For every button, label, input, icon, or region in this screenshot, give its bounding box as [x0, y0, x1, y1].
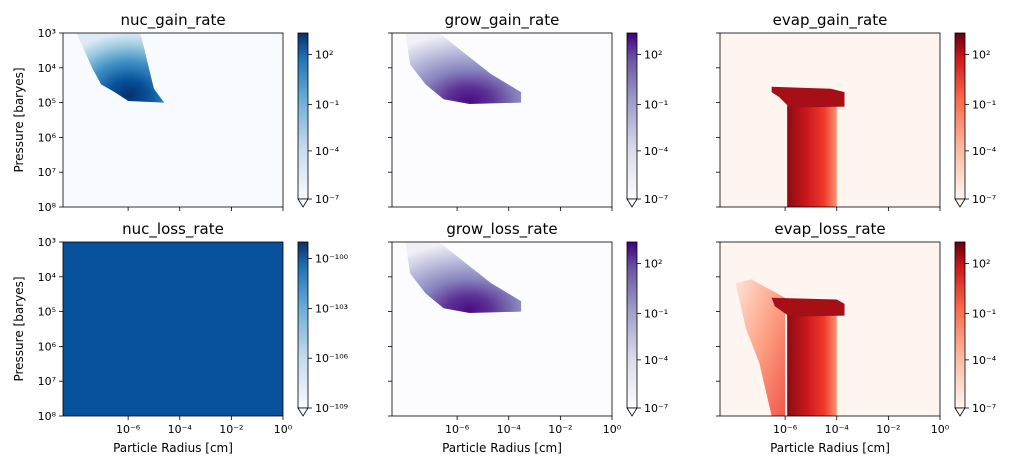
panel-grow_gain_rate: grow_gain_rate 10² 10⁻¹ 10⁻⁴ 10⁻⁷ — [388, 11, 669, 211]
y-tick-label: 10⁷ — [38, 375, 56, 388]
y-tick-label: 10⁷ — [38, 166, 56, 179]
panel-title: nuc_loss_rate — [122, 220, 224, 239]
heat-fade — [735, 279, 786, 416]
heat-band — [771, 297, 845, 317]
colorbar-fill — [627, 242, 637, 408]
y-tick-label: 10³ — [38, 236, 56, 249]
colorbar-extend — [954, 407, 966, 417]
colorbar-tick-label: 10² — [315, 49, 333, 62]
heat-column — [787, 313, 837, 416]
colorbar-tick-label: 10⁻¹ — [644, 98, 668, 111]
y-tick-label: 10⁸ — [38, 201, 57, 214]
colorbar-tick-label: 10⁻¹ — [315, 98, 339, 111]
x-tick-label: 10⁻⁴ — [497, 423, 522, 436]
x-tick-label: 10⁻⁴ — [168, 423, 193, 436]
y-tick-label: 10⁴ — [38, 62, 57, 75]
panel-evap_gain_rate: evap_gain_rate 10² 10⁻¹ 10⁻⁴ 10⁻⁷ — [716, 11, 997, 211]
colorbar-fill — [298, 33, 308, 199]
colorbar-tick-label: 10⁻¹ — [972, 307, 996, 320]
heat-region — [76, 33, 165, 103]
x-tick-label: 10⁻⁶ — [116, 423, 141, 436]
y-tick-label: 10⁸ — [38, 410, 57, 423]
colorbar-tick-label: 10⁻¹⁰⁶ — [315, 352, 349, 365]
heat-band — [771, 86, 845, 108]
colorbar-extend — [626, 407, 638, 417]
y-axis-label: Pressure [baryes] — [12, 276, 26, 381]
heat-region — [405, 33, 522, 105]
x-tick-label: 10⁻⁴ — [825, 423, 850, 436]
colorbar-extend — [297, 407, 309, 417]
x-tick-label: 10⁻⁶ — [445, 423, 470, 436]
panel-title: evap_gain_rate — [773, 11, 888, 30]
panel-nuc_gain_rate: 10³ 10⁴ 10⁵ 10⁶ 10⁷ 10⁸ nuc_gain_rate Pressure … — [12, 11, 340, 214]
x-tick-label: 10⁻² — [876, 423, 900, 436]
heat-region — [405, 242, 522, 314]
x-axis-label: Particle Radius [cm] — [113, 441, 233, 455]
colorbar-tick-label: 10² — [972, 258, 990, 271]
y-tick-label: 10³ — [38, 27, 56, 40]
panel-grow_loss_rate: 10⁻⁶ 10⁻⁴ 10⁻² 10⁰ grow_loss_rate Particle Ra… — [388, 220, 669, 455]
colorbar-tick-label: 10⁻⁷ — [644, 402, 668, 415]
axes-frame — [391, 241, 613, 417]
colorbar-extend — [626, 198, 638, 208]
colorbar-tick-label: 10² — [644, 49, 662, 62]
x-tick-label: 10⁰ — [274, 423, 293, 436]
heat-column — [787, 104, 837, 207]
y-tick-label: 10⁶ — [38, 131, 57, 144]
colorbar-tick-label: 10⁻⁴ — [644, 145, 669, 158]
axes-frame — [391, 32, 613, 208]
colorbar-tick-label: 10⁻¹⁰⁹ — [315, 402, 348, 415]
colorbar-tick-label: 10² — [972, 49, 990, 62]
colorbar-fill — [298, 242, 308, 408]
colorbar-tick-label: 10⁻¹ — [644, 307, 668, 320]
x-tick-label: 10⁻⁶ — [773, 423, 798, 436]
panel-title: nuc_gain_rate — [120, 11, 225, 30]
colorbar-fill — [627, 33, 637, 199]
axes-frame — [62, 241, 284, 417]
colorbar-tick-label: 10⁻⁷ — [644, 193, 668, 206]
y-tick-label: 10⁶ — [38, 340, 57, 353]
panel-title: evap_loss_rate — [774, 220, 885, 239]
axes-frame — [62, 32, 284, 208]
colorbar-tick-label: 10⁻⁷ — [315, 193, 339, 206]
x-axis-label: Particle Radius [cm] — [442, 441, 562, 455]
colorbar-extend — [297, 198, 309, 208]
y-tick-label: 10⁴ — [38, 271, 57, 284]
y-tick-label: 10⁵ — [38, 306, 56, 319]
colorbar-tick-label: 10⁻⁷ — [972, 402, 996, 415]
x-tick-label: 10⁰ — [603, 423, 622, 436]
axes-frame — [719, 32, 941, 208]
panel-nuc_loss_rate: 10⁻⁶ 10⁻⁴ 10⁻² 10⁰ 10³ 10⁴ 10⁵ 10⁶ 10⁷ 10⁸ nuc_los… — [12, 220, 349, 455]
colorbar-tick-label: 10⁻⁷ — [972, 193, 996, 206]
axes-frame — [719, 241, 941, 417]
panel-title: grow_loss_rate — [446, 220, 557, 239]
panel-title: grow_gain_rate — [445, 11, 560, 30]
colorbar-extend — [954, 198, 966, 208]
plot-background — [63, 242, 283, 416]
panel-evap_loss_rate: 10⁻⁶ 10⁻⁴ 10⁻² 10⁰ evap_loss_rate Particle Ra… — [716, 220, 997, 455]
colorbar-fill — [955, 242, 965, 408]
colorbar-tick-label: 10⁻⁴ — [644, 354, 669, 367]
y-axis-label: Pressure [baryes] — [12, 67, 26, 172]
colorbar-tick-label: 10⁻⁴ — [972, 145, 997, 158]
colorbar-tick-label: 10² — [644, 258, 662, 271]
x-tick-label: 10⁻² — [219, 423, 243, 436]
colorbar-tick-label: 10⁻¹ — [972, 98, 996, 111]
colorbar-tick-label: 10⁻⁴ — [972, 354, 997, 367]
x-tick-label: 10⁰ — [931, 423, 950, 436]
x-axis-label: Particle Radius [cm] — [770, 441, 890, 455]
colorbar-tick-label: 10⁻⁴ — [315, 145, 340, 158]
colorbar-tick-label: 10⁻¹⁰³ — [315, 302, 348, 315]
colorbar-tick-label: 10⁻¹⁰⁰ — [315, 253, 349, 266]
colorbar-fill — [955, 33, 965, 199]
y-tick-label: 10⁵ — [38, 97, 56, 110]
x-tick-label: 10⁻² — [548, 423, 572, 436]
